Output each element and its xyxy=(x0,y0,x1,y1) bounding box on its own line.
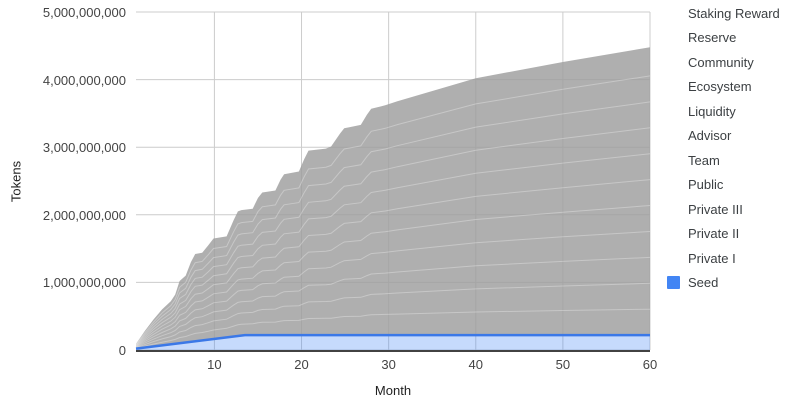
legend-item-private-iii: Private III xyxy=(660,202,743,217)
legend-item-reserve: Reserve xyxy=(660,30,736,45)
legend-item-community: Community xyxy=(660,55,754,70)
legend-label: Liquidity xyxy=(688,103,736,119)
series-boundary-line xyxy=(135,256,651,348)
series-boundary-line xyxy=(135,308,651,349)
series-boundary-line xyxy=(135,127,651,346)
x-tick-label: 10 xyxy=(207,357,222,372)
legend-swatch-empty xyxy=(667,80,680,93)
series-boundary-line xyxy=(135,75,651,345)
legend-swatch-empty xyxy=(667,154,680,167)
legend-label: Team xyxy=(688,152,720,168)
legend-swatch-empty xyxy=(667,105,680,118)
legend-label: Private I xyxy=(688,250,736,266)
legend-item-ecosystem: Ecosystem xyxy=(660,79,752,94)
legend-label: Ecosystem xyxy=(688,79,752,95)
x-tick-label: 50 xyxy=(555,357,571,372)
legend-label: Private III xyxy=(688,201,743,217)
legend-label: Advisor xyxy=(688,128,732,144)
series-boundary-line xyxy=(135,282,651,349)
y-tick-label: 5,000,000,000 xyxy=(42,5,126,20)
x-tick-label: 60 xyxy=(642,357,658,372)
legend-swatch-empty xyxy=(667,7,680,20)
y-tick-label: 0 xyxy=(118,343,126,358)
x-tick-label: 20 xyxy=(294,357,309,372)
x-tick-label: 30 xyxy=(381,357,396,372)
series-boundary-line xyxy=(135,205,651,347)
legend-swatch-empty xyxy=(667,178,680,191)
legend-swatch-empty xyxy=(667,252,680,265)
legend-swatch-empty xyxy=(667,227,680,240)
legend-item-private-i: Private I xyxy=(660,251,736,266)
legend-label: Reserve xyxy=(688,30,737,46)
legend-item-staking-reward: Staking Reward xyxy=(660,6,780,21)
legend-swatch-empty xyxy=(667,203,680,216)
legend-label: Seed xyxy=(688,275,719,291)
y-axis-title: Tokens xyxy=(8,160,24,203)
legend-swatch-icon xyxy=(667,276,680,290)
series-boundary-line xyxy=(135,101,651,346)
gray-stacked-area xyxy=(136,47,650,349)
legend-item-private-ii: Private II xyxy=(660,226,739,241)
series-boundary-line xyxy=(135,153,651,347)
legend-label: Community xyxy=(688,54,754,70)
legend-label: Private II xyxy=(688,226,740,242)
y-tick-label: 4,000,000,000 xyxy=(42,72,126,88)
seed-area xyxy=(136,335,650,350)
legend-swatch-empty xyxy=(667,56,680,69)
y-tick-label: 3,000,000,000 xyxy=(42,140,126,156)
series-boundary-line xyxy=(135,179,651,347)
legend-swatch-empty xyxy=(667,129,680,142)
legend-label: Staking Reward xyxy=(688,5,780,21)
legend-swatch-empty xyxy=(667,31,680,44)
legend-item-seed: Seed xyxy=(660,275,718,290)
legend-label: Public xyxy=(688,177,724,193)
x-tick-label: 40 xyxy=(468,357,483,372)
seed-line xyxy=(135,333,650,350)
series-boundary-line xyxy=(135,231,651,348)
legend-item-public: Public xyxy=(660,177,723,192)
y-tick-label: 2,000,000,000 xyxy=(42,207,126,223)
legend-item-liquidity: Liquidity xyxy=(660,104,736,119)
y-tick-label: 1,000,000,000 xyxy=(42,275,126,291)
legend-item-team: Team xyxy=(660,153,720,168)
legend-item-advisor: Advisor xyxy=(660,128,731,143)
x-axis-title: Month xyxy=(374,383,412,398)
